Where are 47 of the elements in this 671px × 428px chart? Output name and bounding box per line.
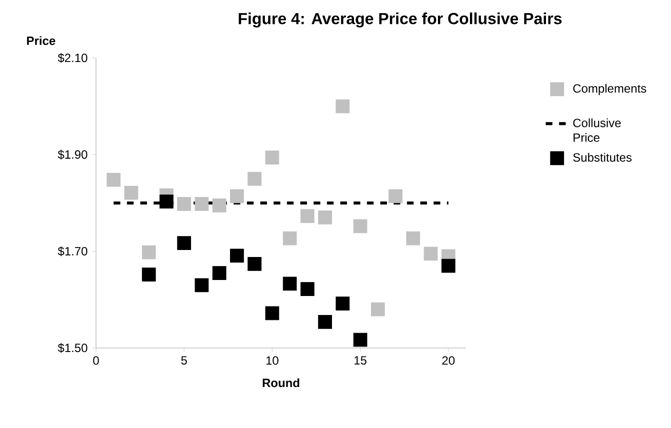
point bbox=[160, 194, 174, 208]
y-tick-label: $1.50 bbox=[58, 343, 88, 353]
legend-label: Complements bbox=[573, 84, 646, 96]
point bbox=[124, 186, 138, 200]
y-tick-label: $1.70 bbox=[58, 246, 88, 256]
point bbox=[300, 209, 314, 223]
point bbox=[194, 278, 209, 292]
point bbox=[248, 256, 262, 271]
point bbox=[194, 197, 209, 211]
point bbox=[282, 231, 297, 246]
point bbox=[353, 332, 368, 347]
point bbox=[300, 282, 314, 296]
point bbox=[388, 189, 402, 204]
y-tick-label: $1.90 bbox=[58, 150, 88, 160]
point bbox=[142, 268, 156, 282]
x-tick-label: 20 bbox=[442, 356, 455, 365]
point bbox=[106, 172, 121, 187]
point bbox=[424, 246, 438, 261]
point bbox=[230, 189, 244, 204]
point bbox=[336, 99, 350, 114]
legend-label: Collusive Price bbox=[573, 118, 621, 142]
point bbox=[212, 198, 226, 212]
point bbox=[370, 302, 385, 316]
point bbox=[318, 314, 332, 329]
x-tick-label: 15 bbox=[354, 356, 366, 365]
chart-title: Figure 4: Average Price for Collusive Pairs bbox=[238, 12, 562, 28]
x-tick-label: 0 bbox=[93, 356, 99, 365]
point bbox=[248, 172, 262, 186]
point bbox=[177, 197, 192, 211]
y-tick-label: $2.10 bbox=[58, 53, 88, 63]
x-tick-label: 5 bbox=[181, 356, 187, 365]
x-axis-title: Round bbox=[262, 378, 300, 388]
point bbox=[265, 306, 280, 320]
x-tick-label: 10 bbox=[266, 356, 278, 365]
point bbox=[212, 266, 226, 280]
y-axis-title: Price bbox=[27, 36, 56, 46]
point bbox=[406, 231, 420, 246]
point bbox=[336, 296, 350, 310]
point bbox=[441, 258, 456, 273]
point bbox=[142, 245, 156, 260]
point bbox=[230, 248, 244, 263]
legend-label: Substitutes bbox=[573, 152, 632, 162]
point bbox=[177, 236, 192, 250]
point bbox=[265, 150, 280, 165]
point bbox=[282, 276, 297, 291]
point bbox=[318, 210, 332, 224]
point bbox=[353, 219, 368, 234]
